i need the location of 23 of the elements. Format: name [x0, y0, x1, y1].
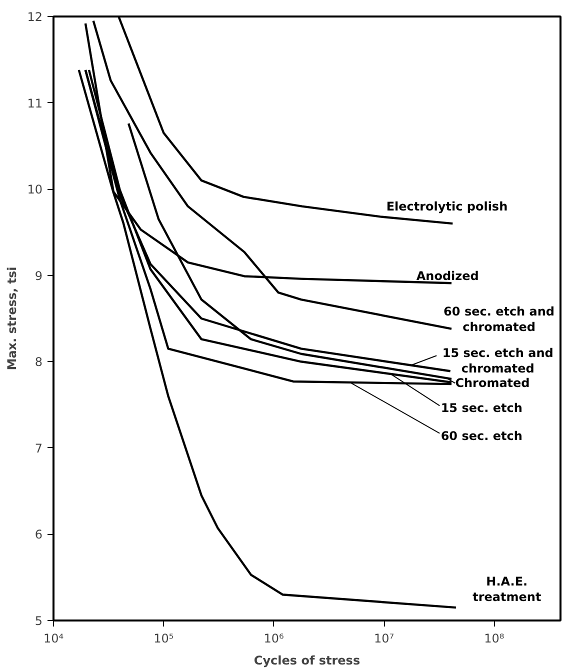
text: 60 sec. etch: [440, 428, 522, 443]
series-label: Chromated: [455, 376, 530, 390]
y-tick-label: 8: [34, 355, 43, 370]
series-label: Anodized: [416, 269, 479, 284]
y-tick-label: 9: [34, 268, 43, 283]
x-axis-title: Cycles of stress: [254, 654, 360, 668]
x-tick-label: 10⁵: [154, 632, 174, 646]
y-tick-label: 7: [34, 441, 43, 456]
series-label: 15 sec. etch: [440, 401, 522, 416]
y-tick-label: 10: [27, 182, 43, 197]
x-tick-label: 10⁴: [43, 632, 64, 646]
legend-label: 15 sec. etch and chromated: [442, 346, 554, 376]
series-label: 60 sec. etch and chromated: [444, 304, 555, 334]
y-tick-label: 6: [34, 528, 43, 542]
y-tick-label: 11: [27, 96, 43, 110]
x-tick-label: 10⁸: [484, 632, 504, 646]
series-label: Electrolytic polish: [386, 199, 508, 214]
x-tick-label: 10⁷: [374, 632, 394, 646]
series-label: H.A.E. treatment: [472, 574, 542, 604]
y-tick-label: 5: [34, 614, 43, 628]
y-tick-label: 12: [27, 10, 43, 24]
x-tick-label: 10⁶: [264, 632, 284, 646]
y-axis-title: Max. stress, tsi: [5, 266, 20, 370]
